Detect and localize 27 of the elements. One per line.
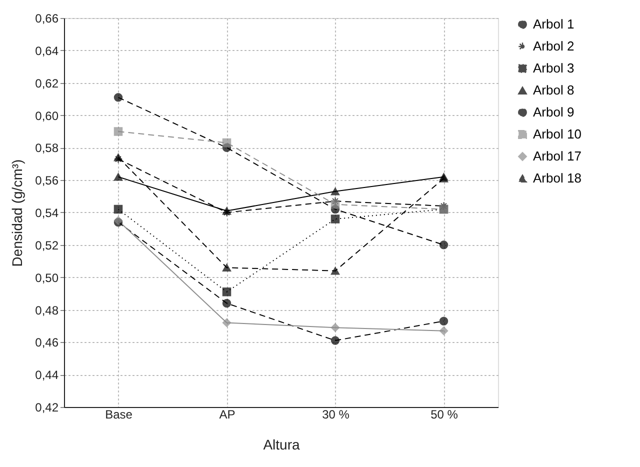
y-tick-label: 0,42 (35, 400, 59, 414)
y-tick-label: 0,48 (35, 303, 59, 318)
x-axis-title: Altura (263, 436, 300, 452)
x-tick-label: 30 % (322, 408, 350, 422)
legend-label: Arbol 17 (533, 148, 582, 164)
y-tick-label: 0,44 (35, 368, 59, 382)
x-tick-label: AP (219, 408, 236, 422)
legend-label: Arbol 3 (533, 60, 574, 76)
legend-label: Arbol 9 (533, 104, 574, 120)
y-tick-label: 0,52 (35, 238, 59, 252)
y-tick-label: 0,64 (35, 44, 59, 58)
legend-label: Arbol 10 (533, 126, 582, 142)
legend-label: Arbol 18 (533, 170, 582, 186)
legend-label: Arbol 1 (533, 16, 574, 32)
y-tick-label: 0,56 (35, 174, 59, 188)
y-tick-label: 0,58 (35, 141, 59, 156)
x-tick-label: Base (105, 408, 133, 422)
x-tick-label: 50 % (430, 408, 458, 422)
y-tick-label: 0,54 (35, 206, 59, 220)
y-tick-label: 0,50 (35, 270, 59, 285)
y-tick-label: 0,46 (35, 336, 59, 350)
y-tick-label: 0,62 (35, 76, 59, 90)
y-tick-label: 0,60 (35, 108, 59, 123)
y-axis-title: Densidad (g/cm³) (9, 159, 26, 267)
legend-label: Arbol 8 (533, 82, 574, 98)
legend-label: Arbol 2 (533, 38, 574, 54)
y-tick-label: 0,66 (35, 12, 59, 26)
